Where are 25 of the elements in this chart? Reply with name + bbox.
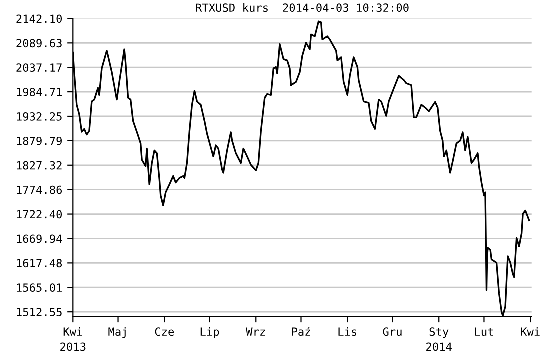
x-tick-label: Lis — [338, 327, 357, 336]
x-tick-label: Wrz — [246, 328, 266, 336]
y-tick-label: 2142.10 — [16, 14, 62, 24]
y-tick-label: 1879.79 — [17, 136, 62, 146]
x-tick-label: Gru — [383, 328, 402, 336]
x-tick-label: Kwi — [521, 327, 540, 336]
y-tick-label: 1617.48 — [17, 259, 62, 268]
x-tick-label: Lip — [200, 327, 220, 338]
x-tick-label: Kwi 2013 — [60, 327, 86, 352]
x-tick-label: Sty 2014 — [426, 328, 452, 352]
y-tick-label: 1669.94 — [17, 234, 62, 244]
y-tick-label: 1512.55 — [17, 308, 62, 316]
y-tick-label: 2089.63 — [16, 39, 62, 48]
x-tick-label: Maj — [108, 327, 126, 338]
x-tick-label: Paź — [292, 327, 310, 336]
x-tick-label: Lut — [475, 328, 494, 336]
x-tick-label: Cze — [155, 328, 174, 336]
y-tick-label: 1932.25 — [17, 112, 62, 121]
y-tick-label: 2037.17 — [16, 64, 62, 72]
y-tick-label: 1827.32 — [17, 161, 62, 170]
y-tick-label: 1984.71 — [17, 88, 62, 96]
chart-title: RTXUSD kurs 2014-04-03 10:32:00 — [196, 3, 409, 12]
y-tick-label: 1565.01 — [17, 284, 62, 292]
y-tick-label: 1774.86 — [17, 186, 62, 194]
y-tick-label: 1722.40 — [17, 210, 62, 219]
